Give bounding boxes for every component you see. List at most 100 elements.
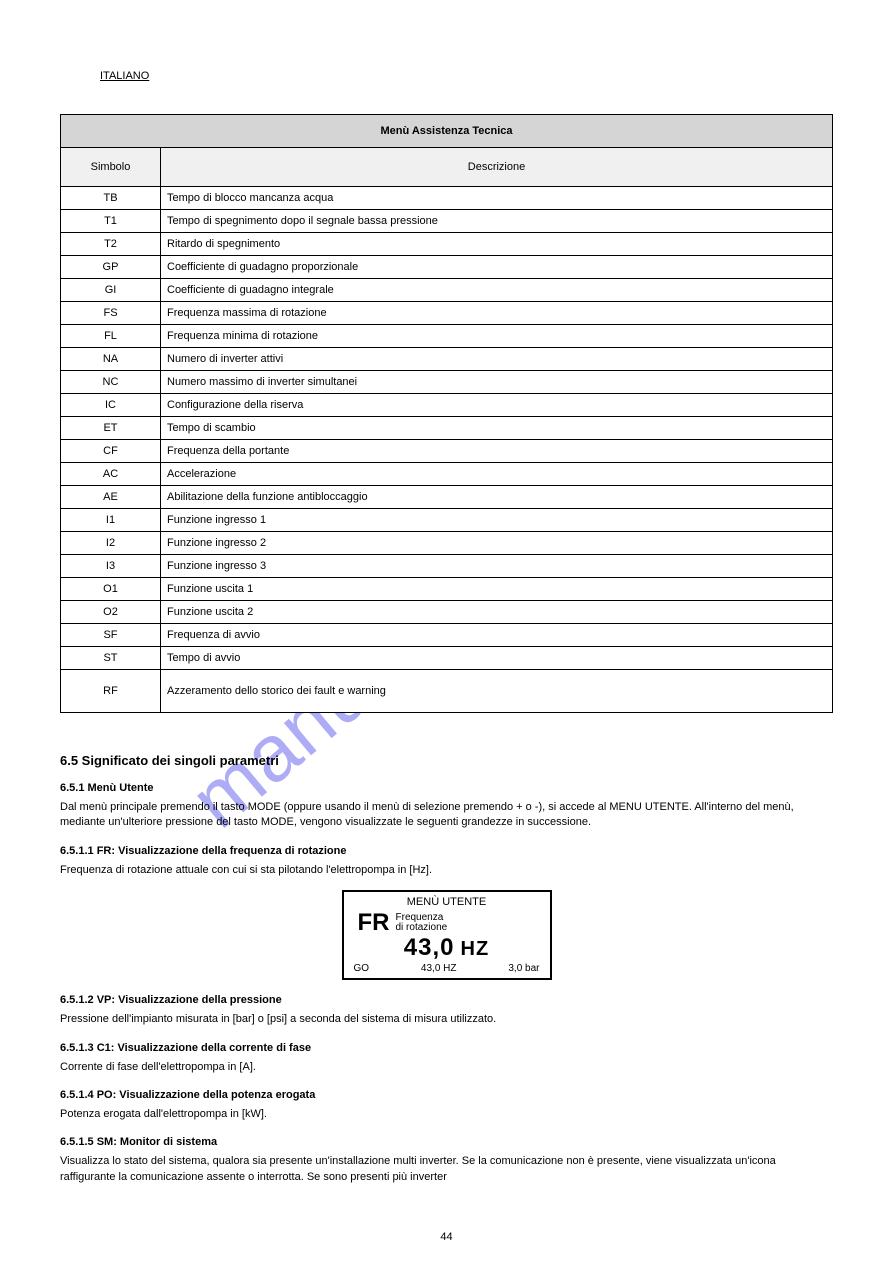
section-6-5-1-5-heading: 6.5.1.5 SM: Monitor di sistema [60,1136,833,1148]
table-row: ACAccelerazione [61,463,833,486]
row-desc: Tempo di avvio [161,647,833,670]
row-symbol: CF [61,440,161,463]
section-6-5-1-text: Dal menù principale premendo il tasto MO… [60,800,833,831]
row-symbol: NA [61,348,161,371]
row-symbol: AE [61,486,161,509]
table-row: CFFrequenza della portante [61,440,833,463]
row-symbol: T2 [61,233,161,256]
row-symbol: IC [61,394,161,417]
row-symbol: RF [61,670,161,713]
col-symbol-header: Simbolo [61,148,161,187]
table-row: I1Funzione ingresso 1 [61,509,833,532]
lcd-bottom-right: 3,0 bar [508,963,539,974]
lcd-mid2: di rotazione [396,922,448,933]
row-desc: Funzione ingresso 1 [161,509,833,532]
row-desc: Frequenza della portante [161,440,833,463]
section-6-5-1-4-text: Potenza erogata dall'elettropompa in [kW… [60,1107,833,1122]
section-6-5-1-3-heading: 6.5.1.3 C1: Visualizzazione della corren… [60,1042,833,1054]
row-desc: Funzione uscita 2 [161,601,833,624]
table-row: T1Tempo di spegnimento dopo il segnale b… [61,210,833,233]
section-6-5-1-3-text: Corrente di fase dell'elettropompa in [A… [60,1060,833,1075]
row-symbol: I1 [61,509,161,532]
table-row: AEAbilitazione della funzione antiblocca… [61,486,833,509]
row-symbol: AC [61,463,161,486]
row-desc: Frequenza di avvio [161,624,833,647]
table-row: GPCoefficiente di guadagno proporzionale [61,256,833,279]
row-symbol: I3 [61,555,161,578]
section-6-5-1-1-heading: 6.5.1.1 FR: Visualizzazione della freque… [60,845,833,857]
row-symbol: ST [61,647,161,670]
lcd-mid1: Frequenza [396,912,444,923]
row-symbol: GI [61,279,161,302]
table-title: Menù Assistenza Tecnica [61,115,833,148]
row-symbol: O1 [61,578,161,601]
section-6-5-1-2-text: Pressione dell'impianto misurata in [bar… [60,1012,833,1027]
section-6-5-1-5-text: Visualizza lo stato del sistema, qualora… [60,1154,833,1185]
table-row: I2Funzione ingresso 2 [61,532,833,555]
lcd-freq-text: Frequenza di rotazione [396,913,448,934]
row-desc: Numero massimo di inverter simultanei [161,371,833,394]
table-row: FLFrequenza minima di rotazione [61,325,833,348]
table-row: T2Ritardo di spegnimento [61,233,833,256]
table-row: STTempo di avvio [61,647,833,670]
row-desc: Frequenza minima di rotazione [161,325,833,348]
row-symbol: FS [61,302,161,325]
section-6-5-1-2-heading: 6.5.1.2 VP: Visualizzazione della pressi… [60,994,833,1006]
table-row: NANumero di inverter attivi [61,348,833,371]
table-row: NCNumero massimo di inverter simultanei [61,371,833,394]
row-symbol: T1 [61,210,161,233]
row-desc: Funzione uscita 1 [161,578,833,601]
table-row: O1Funzione uscita 1 [61,578,833,601]
table-row: ICConfigurazione della riserva [61,394,833,417]
lcd-bottom-mid: 43,0 HZ [421,963,457,974]
row-desc: Coefficiente di guadagno proporzionale [161,256,833,279]
lcd-display: MENÙ UTENTE FR Frequenza di rotazione 43… [342,890,552,980]
row-desc: Tempo di scambio [161,417,833,440]
section-6-5-1-heading: 6.5.1 Menù Utente [60,782,833,794]
row-symbol: O2 [61,601,161,624]
menu-table: Menù Assistenza Tecnica Simbolo Descrizi… [60,114,833,713]
row-symbol: I2 [61,532,161,555]
section-6-5-1-4-heading: 6.5.1.4 PO: Visualizzazione della potenz… [60,1089,833,1101]
row-symbol: FL [61,325,161,348]
table-row: GICoefficiente di guadagno integrale [61,279,833,302]
lcd-bottom-row: GO 43,0 HZ 3,0 bar [352,963,542,974]
row-desc: Tempo di spegnimento dopo il segnale bas… [161,210,833,233]
table-row: TBTempo di blocco mancanza acqua [61,187,833,210]
lcd-unit: HZ [461,938,490,960]
col-description-header: Descrizione [161,148,833,187]
row-desc: Tempo di blocco mancanza acqua [161,187,833,210]
row-desc: Azzeramento dello storico dei fault e wa… [161,670,833,713]
lcd-title: MENÙ UTENTE [352,896,542,908]
table-row: ETTempo di scambio [61,417,833,440]
lcd-bottom-left: GO [354,963,370,974]
row-symbol: SF [61,624,161,647]
row-desc: Ritardo di spegnimento [161,233,833,256]
page-number: 44 [60,1231,833,1243]
lcd-mid-row: FR Frequenza di rotazione [352,909,542,937]
table-row: RFAzzeramento dello storico dei fault e … [61,670,833,713]
section-6-5-heading: 6.5 Significato dei singoli parametri [60,753,833,768]
section-6-5-1-1-text: Frequenza di rotazione attuale con cui s… [60,863,833,878]
row-desc: Funzione ingresso 3 [161,555,833,578]
table-row: O2Funzione uscita 2 [61,601,833,624]
language-label: ITALIANO [100,70,149,82]
menu-table-container: Menù Assistenza Tecnica Simbolo Descrizi… [60,114,833,713]
row-symbol: NC [61,371,161,394]
row-symbol: TB [61,187,161,210]
table-row: SFFrequenza di avvio [61,624,833,647]
row-symbol: ET [61,417,161,440]
row-desc: Coefficiente di guadagno integrale [161,279,833,302]
row-desc: Configurazione della riserva [161,394,833,417]
lcd-fr-label: FR [358,909,390,937]
table-row: I3Funzione ingresso 3 [61,555,833,578]
table-row: FSFrequenza massima di rotazione [61,302,833,325]
row-symbol: GP [61,256,161,279]
row-desc: Frequenza massima di rotazione [161,302,833,325]
row-desc: Abilitazione della funzione antibloccagg… [161,486,833,509]
lcd-value: 43,0 [404,934,455,961]
row-desc: Numero di inverter attivi [161,348,833,371]
row-desc: Funzione ingresso 2 [161,532,833,555]
row-desc: Accelerazione [161,463,833,486]
lcd-value-row: 43,0 HZ [352,934,542,962]
